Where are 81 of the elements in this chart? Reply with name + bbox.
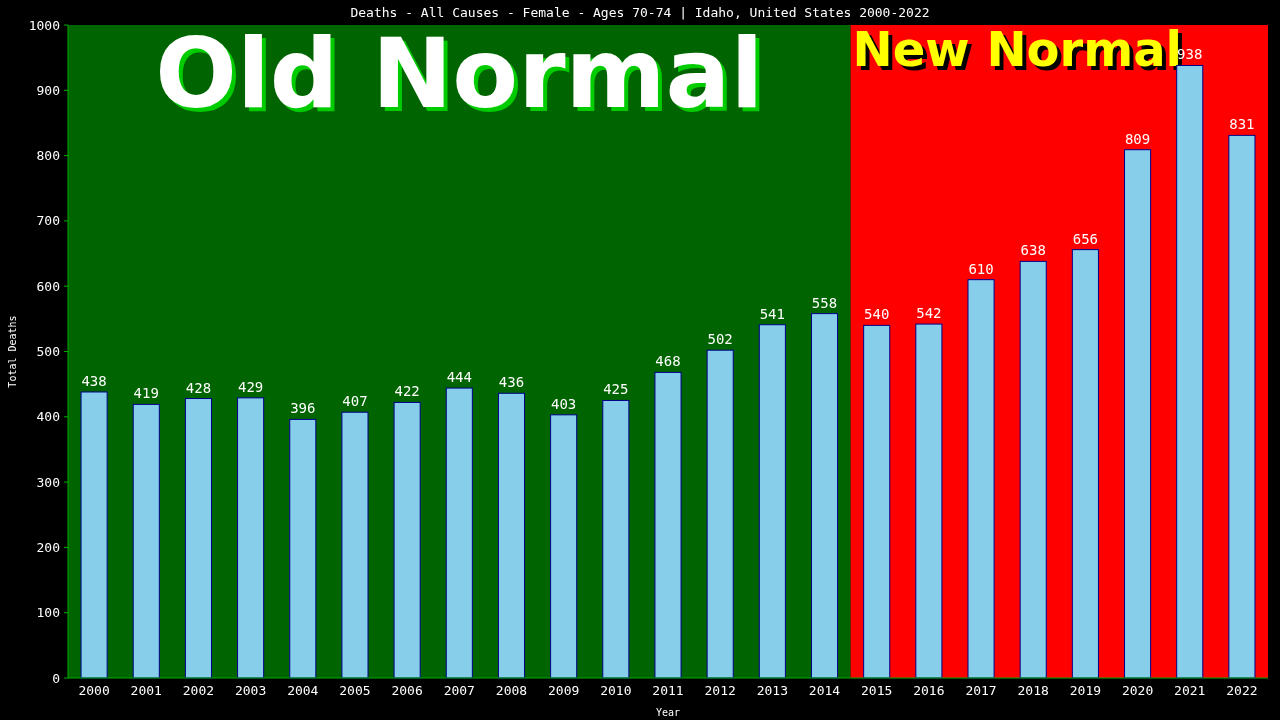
y-tick-label: 1000 — [28, 17, 60, 33]
y-tick-label: 900 — [36, 82, 60, 98]
data-label: 436 — [498, 374, 525, 391]
x-tick-label: 2009 — [548, 683, 580, 698]
x-axis-title: Year — [655, 707, 681, 718]
x-tick-label: 2004 — [287, 683, 319, 698]
bar — [1071, 249, 1099, 679]
bar — [1228, 134, 1256, 679]
x-tick-label: 2021 — [1174, 683, 1206, 698]
bar — [967, 279, 995, 679]
x-tick-label: 2011 — [652, 683, 684, 698]
bar — [289, 418, 317, 679]
data-label: 428 — [185, 379, 212, 396]
bar — [184, 398, 212, 679]
data-label: 438 — [81, 372, 107, 389]
y-tick-label: 0 — [52, 670, 60, 686]
data-label: 422 — [394, 383, 420, 400]
data-label: 638 — [1020, 242, 1046, 259]
data-label: 403 — [551, 395, 577, 412]
x-tick-label: 2001 — [130, 683, 162, 698]
data-label: 541 — [759, 305, 785, 322]
y-tick-label: 700 — [36, 213, 60, 229]
bar — [132, 403, 160, 679]
x-tick-label: 2000 — [78, 683, 110, 698]
data-label: 502 — [707, 331, 733, 348]
x-tick-label: 2014 — [808, 683, 841, 698]
bar — [80, 391, 108, 679]
x-tick-label: 2012 — [704, 683, 736, 698]
data-label: 542 — [916, 305, 942, 322]
x-tick-label: 2010 — [600, 683, 632, 698]
y-tick-label: 100 — [36, 605, 60, 621]
x-tick-label: 2019 — [1069, 683, 1102, 698]
x-tick-label: 2006 — [391, 683, 423, 698]
x-tick-label: 2002 — [182, 683, 215, 698]
data-label: 656 — [1072, 230, 1099, 247]
y-tick-label: 200 — [36, 539, 60, 555]
bar — [1019, 260, 1047, 679]
data-label: 809 — [1124, 130, 1151, 147]
y-axis-title: Total Deaths — [7, 315, 18, 388]
y-tick-label: 300 — [36, 474, 60, 490]
bar — [445, 387, 473, 679]
chart-title: Deaths - All Causes - Female - Ages 70-74 | Idaho, United States 2000-2022 — [350, 5, 930, 20]
x-tick-label: 2020 — [1121, 683, 1154, 698]
bar — [654, 371, 682, 679]
data-label: 558 — [811, 294, 838, 311]
bar — [810, 313, 839, 679]
data-label: 407 — [342, 393, 368, 410]
y-tick-label: 500 — [36, 344, 60, 360]
x-tick-label: 2022 — [1226, 683, 1258, 698]
bar — [1124, 149, 1152, 679]
bar — [393, 401, 421, 679]
bar — [706, 349, 734, 679]
bar — [602, 399, 630, 679]
x-tick-label: 2003 — [234, 683, 267, 698]
data-label: 396 — [290, 400, 316, 417]
y-tick-label: 600 — [36, 278, 60, 294]
bar — [237, 397, 265, 679]
bar — [497, 392, 526, 679]
bar — [863, 324, 891, 679]
data-label: 419 — [133, 385, 159, 402]
data-label: 429 — [237, 378, 264, 395]
x-tick-label: 2015 — [861, 683, 893, 698]
x-tick-label: 2017 — [965, 683, 997, 698]
data-label: 425 — [603, 381, 629, 398]
x-tick-label: 2005 — [339, 683, 371, 698]
bar — [915, 323, 943, 679]
bar — [341, 411, 369, 679]
x-tick-label: 2007 — [443, 683, 475, 698]
x-tick-label: 2013 — [756, 683, 788, 698]
data-label: 610 — [968, 260, 994, 277]
data-label: 444 — [446, 369, 472, 386]
y-tick-label: 400 — [36, 409, 60, 425]
data-label: 831 — [1229, 116, 1255, 133]
data-label: 540 — [864, 306, 890, 323]
x-tick-label: 2008 — [495, 683, 528, 698]
y-tick-label: 800 — [36, 148, 60, 164]
bar — [758, 324, 786, 679]
x-tick-label: 2018 — [1017, 683, 1049, 698]
x-tick-label: 2016 — [913, 683, 945, 698]
bar — [550, 414, 578, 679]
data-label: 468 — [655, 353, 681, 370]
